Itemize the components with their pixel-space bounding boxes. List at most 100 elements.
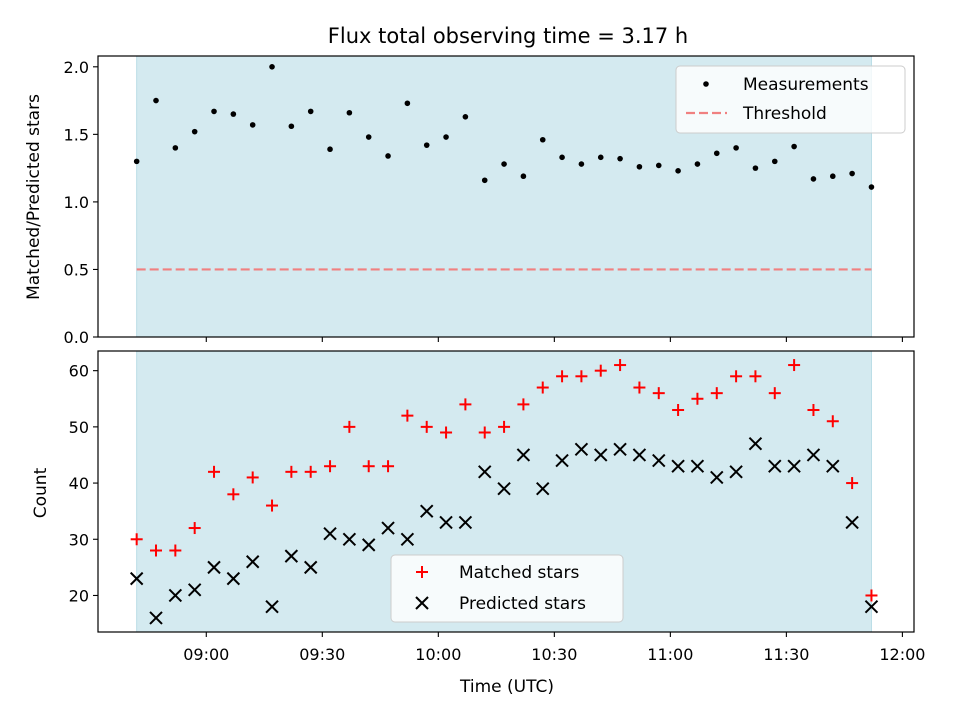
measurement-point xyxy=(810,176,817,182)
matched-star-point xyxy=(652,387,665,400)
measurement-point xyxy=(365,134,372,140)
matched-star-point xyxy=(246,471,259,484)
matched-star-point xyxy=(730,370,743,383)
matched-star-point xyxy=(130,533,143,546)
predicted-star-point xyxy=(265,600,279,614)
x-tick-label: 12:00 xyxy=(879,645,925,664)
matched-star-point xyxy=(440,426,453,439)
bottom-x-axis: 09:00 09:30 10:00 10:30 11:00 11:30 12:00 xyxy=(183,632,925,664)
predicted-star-point-b xyxy=(652,453,666,468)
measurement-point xyxy=(462,113,469,120)
predicted-star-point xyxy=(187,583,202,597)
matched-star-point xyxy=(498,420,511,433)
predicted-star-point-b xyxy=(362,538,376,552)
predicted-star-point-b xyxy=(439,515,453,530)
predicted-star-point-b xyxy=(864,600,879,614)
top-y-axis-label: Matched/Predicted stars xyxy=(24,94,44,300)
predicted-star-point-b xyxy=(381,521,395,535)
legend-measurements-label: Measurements xyxy=(743,75,869,95)
top-y-tick-label: 0.0 xyxy=(64,328,89,347)
predicted-star-point-b xyxy=(265,600,279,614)
matched-star-point xyxy=(594,364,607,377)
predicted-star-point-b xyxy=(245,555,260,569)
legend-predicted-label: Predicted stars xyxy=(459,594,586,614)
measurement-point xyxy=(443,134,449,140)
matched-star-point xyxy=(691,392,704,405)
predicted-star-point-b xyxy=(497,481,511,496)
bottom-legend: Matched stars Predicted stars xyxy=(390,554,624,623)
matched-star-point xyxy=(575,370,588,383)
measurement-point xyxy=(501,161,507,167)
measurement-point xyxy=(327,146,333,153)
predicted-star-point-b xyxy=(207,560,221,575)
matched-star-point xyxy=(826,415,839,428)
bottom-plot-area xyxy=(129,359,879,625)
predicted-star-point xyxy=(690,459,705,473)
measurement-point xyxy=(733,145,739,151)
predicted-star-point xyxy=(458,515,473,530)
measurement-point xyxy=(675,168,681,174)
predicted-star-point-b xyxy=(748,437,763,451)
predicted-star-point-b xyxy=(574,442,589,457)
predicted-star-point-b xyxy=(536,481,550,496)
matched-star-point xyxy=(865,589,878,602)
matched-star-point xyxy=(401,409,414,422)
measurement-point xyxy=(694,161,701,167)
predicted-star-point xyxy=(806,448,821,462)
x-tick-label: 10:30 xyxy=(531,645,577,664)
x-tick-label: 10:00 xyxy=(415,645,461,664)
measurement-point xyxy=(520,173,527,180)
measurement-point xyxy=(423,142,430,148)
predicted-star-point-b xyxy=(768,459,782,473)
legend-matched-marker xyxy=(416,566,428,578)
predicted-star-point-b xyxy=(845,515,859,530)
predicted-star-point xyxy=(342,532,357,546)
predicted-star-point xyxy=(439,515,453,530)
predicted-star-point xyxy=(381,521,395,535)
predicted-star-point-b xyxy=(187,583,202,597)
predicted-star-point xyxy=(555,453,569,468)
predicted-star-point xyxy=(323,526,337,541)
measurement-point xyxy=(578,161,585,167)
bottom-panel: 20 30 40 50 60 09:00 09:30 10:00 10:30 11:00 11:3… xyxy=(31,350,925,697)
top-axes-frame xyxy=(97,55,915,338)
measurement-point xyxy=(288,123,295,130)
predicted-star-point xyxy=(729,465,743,479)
top-legend-box xyxy=(675,65,906,134)
bottom-y-tick-label: 50 xyxy=(69,418,89,437)
measurement-point xyxy=(269,64,275,70)
matched-star-point xyxy=(517,398,530,411)
matched-star-point xyxy=(343,420,356,433)
x-axis-label: Time (UTC) xyxy=(459,677,554,697)
predicted-star-point xyxy=(536,481,550,496)
matched-star-point xyxy=(536,381,549,394)
bottom-y-tick-label: 20 xyxy=(69,586,89,605)
bottom-y-axis-label: Count xyxy=(31,467,51,518)
matched-star-point xyxy=(459,398,472,411)
top-y-tick-label: 1.0 xyxy=(64,193,89,212)
measurement-point xyxy=(791,143,797,150)
matched-star-point xyxy=(420,420,433,433)
predicted-star-point xyxy=(574,442,589,457)
measurement-point xyxy=(153,97,159,104)
predicted-star-point xyxy=(671,459,685,473)
predicted-star-point-b xyxy=(710,470,724,485)
predicted-star-point xyxy=(710,470,724,485)
predicted-star-point-b xyxy=(284,549,299,563)
x-tick-label: 09:00 xyxy=(183,645,229,664)
predicted-star-point-b xyxy=(149,611,163,625)
predicted-star-point-b xyxy=(594,448,608,462)
bottom-y-axis: 20 30 40 50 60 xyxy=(69,362,98,605)
measurement-point xyxy=(133,158,140,165)
measurement-point xyxy=(539,136,546,143)
predicted-star-point-b xyxy=(632,448,647,462)
predicted-star-point-b xyxy=(787,459,801,473)
predicted-star-point-b xyxy=(478,465,492,479)
predicted-star-point-b xyxy=(342,532,357,546)
top-y-tick-label: 0.5 xyxy=(64,260,89,279)
matched-star-point xyxy=(324,460,337,473)
predicted-star-point xyxy=(497,481,511,496)
predicted-star-point xyxy=(245,555,260,569)
top-y-tick-label: 2.0 xyxy=(64,58,89,77)
